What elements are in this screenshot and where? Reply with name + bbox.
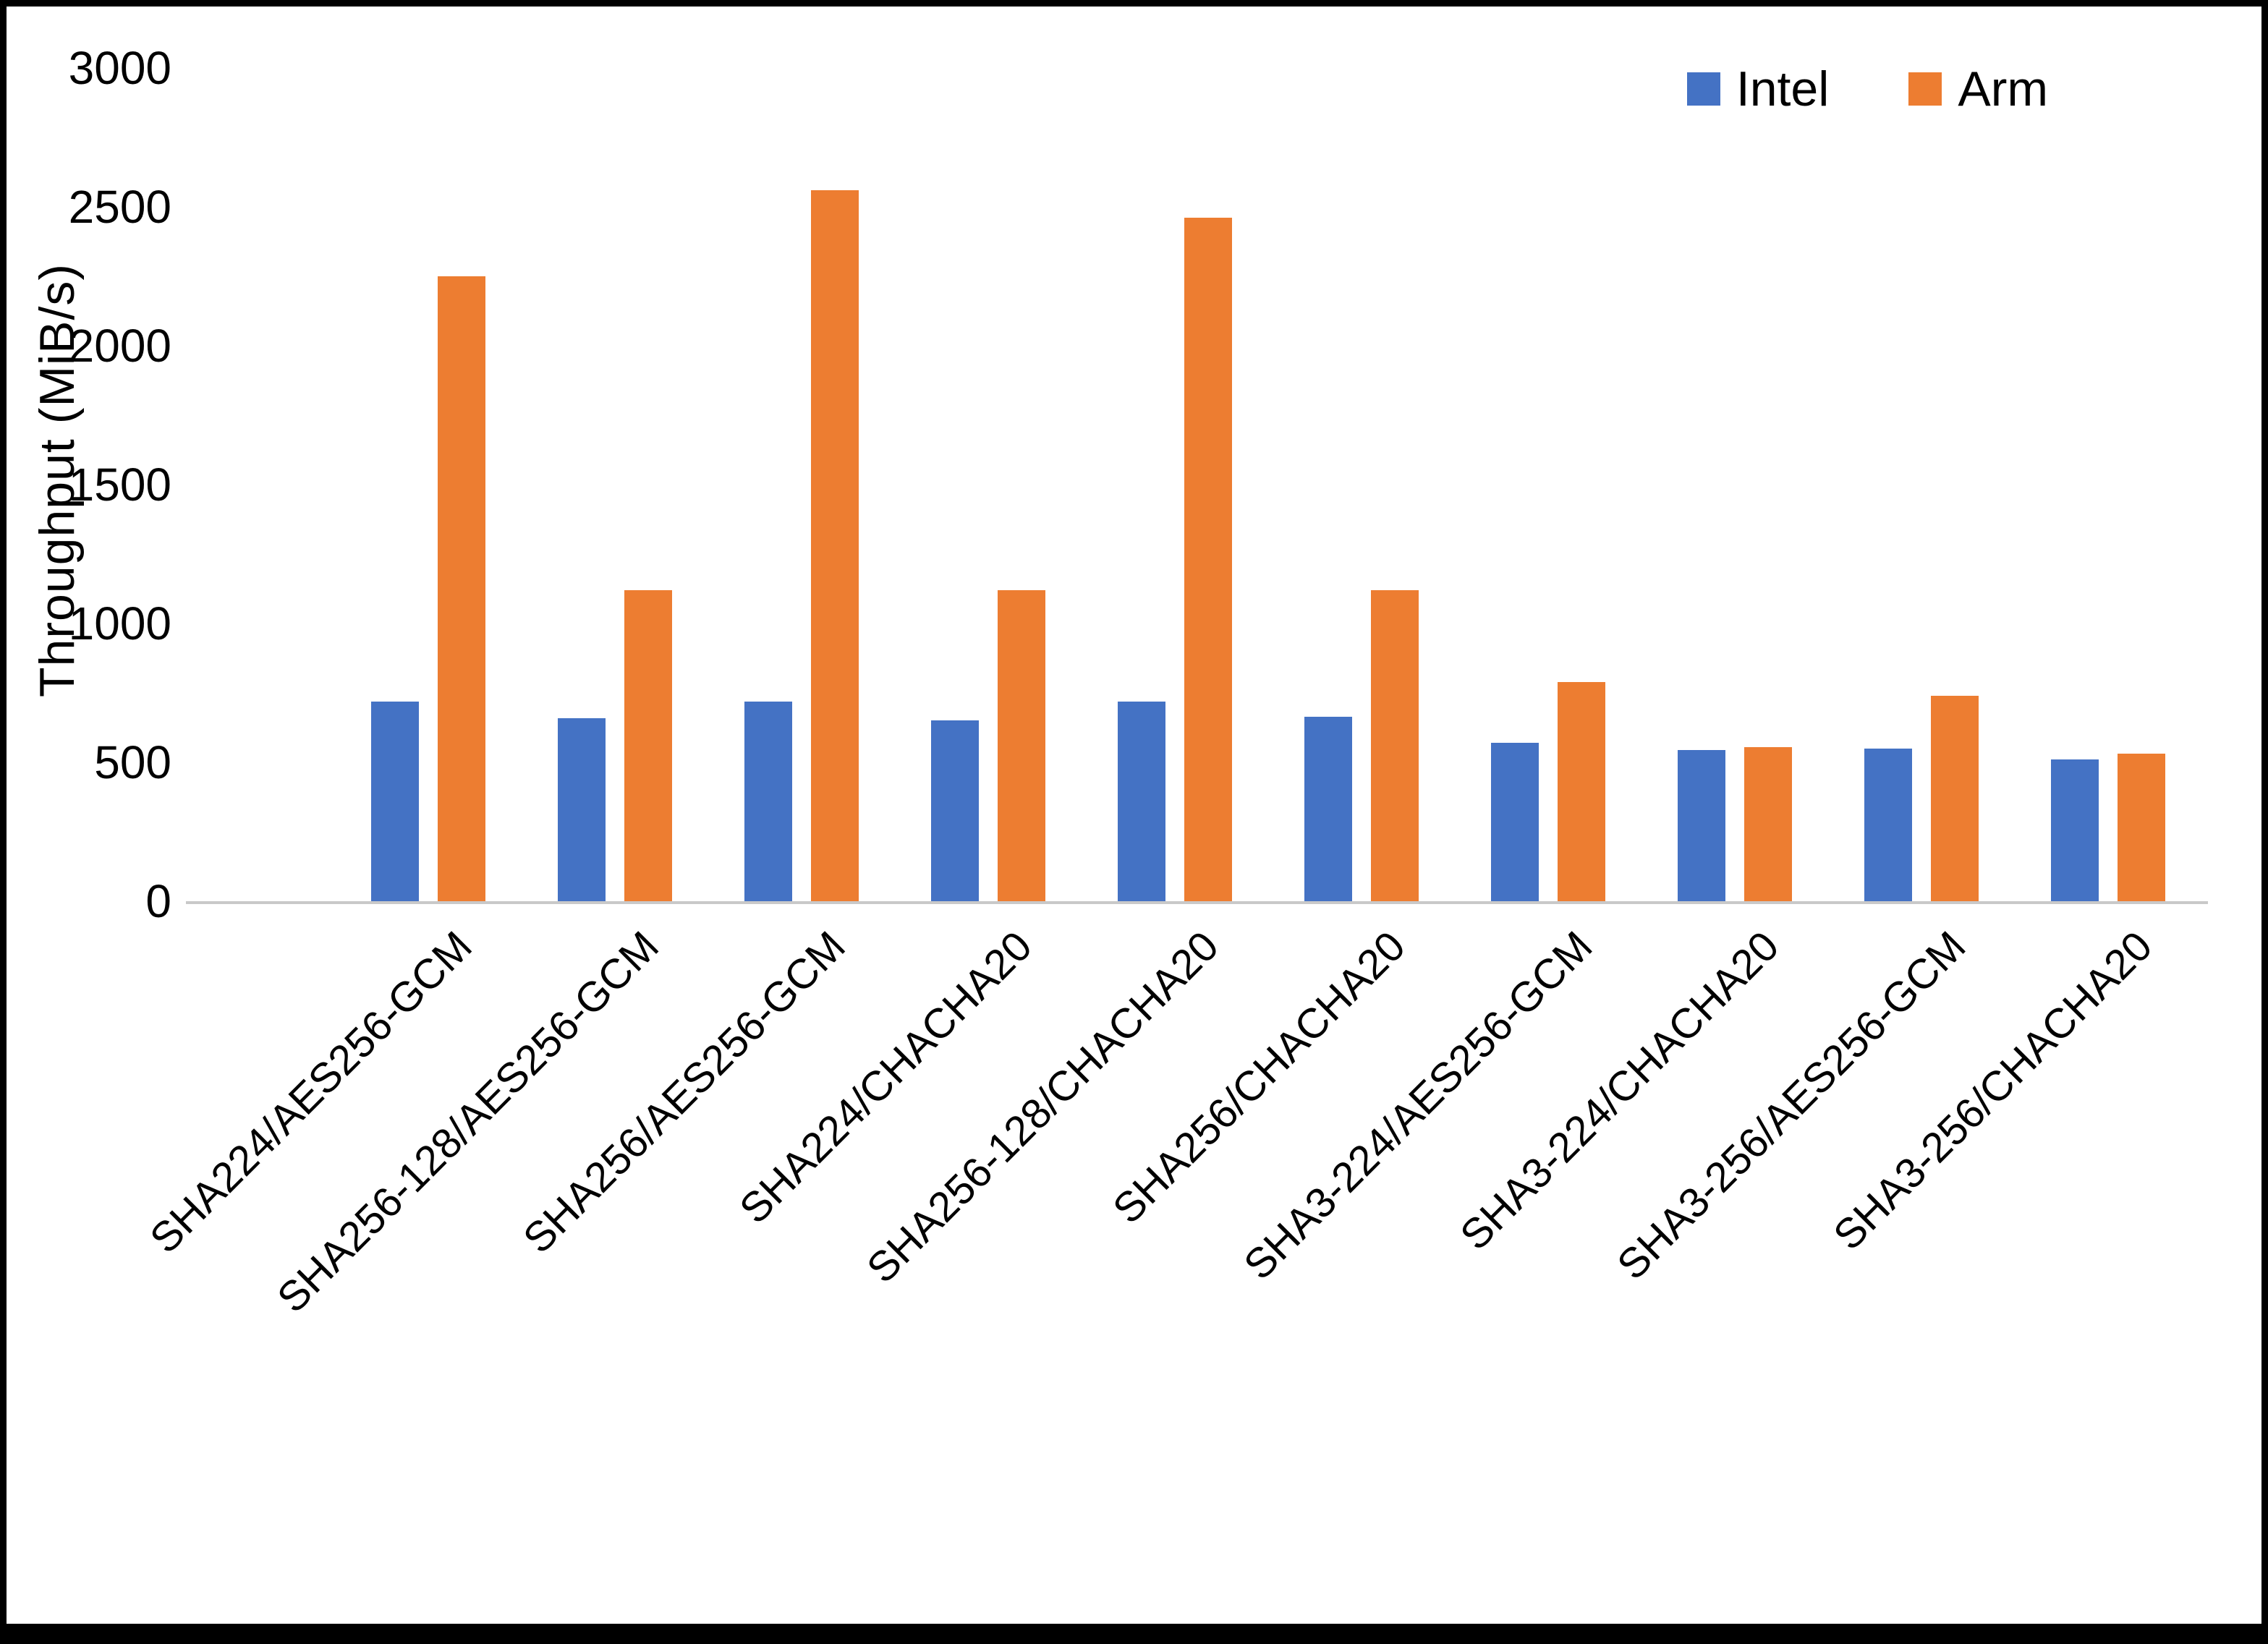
bar-arm	[1184, 218, 1232, 901]
x-category-label: SHA3-224/CHACHA20	[1451, 922, 1788, 1259]
y-tick-label: 2000	[68, 320, 171, 372]
x-category-label: SHA224/AES256-GCM	[141, 922, 482, 1263]
legend: Intel Arm	[1686, 61, 2048, 116]
bar-intel	[2051, 759, 2099, 901]
x-category-label: SHA3-224/AES256-GCM	[1234, 922, 1602, 1289]
bar-arm	[1371, 589, 1419, 901]
bar-intel	[931, 720, 979, 901]
bar-arm	[998, 589, 1045, 901]
bar-arm	[1931, 695, 1979, 901]
bar-arm	[1744, 746, 1792, 901]
bar-arm	[438, 276, 485, 901]
plot-area: SHA224/AES256-GCM SHA256-128/AES256-GCM SH…	[141, 68, 2208, 1321]
bar-intel	[1118, 701, 1165, 901]
bar-arm	[2118, 754, 2165, 901]
y-tick-label: 1000	[68, 597, 171, 649]
x-category-label: SHA256-128/CHACHA20	[858, 922, 1228, 1292]
bar-intel	[744, 701, 792, 901]
y-tick-label: 1500	[68, 459, 171, 511]
legend-label-arm: Arm	[1958, 61, 2048, 116]
bar-intel	[1864, 748, 1912, 901]
bar-intel	[558, 717, 606, 901]
bar-intel	[1491, 743, 1539, 901]
bar-intel	[1678, 749, 1725, 901]
x-category-label: SHA256/AES256-GCM	[514, 922, 855, 1263]
x-category-label: SHA256-128/AES256-GCM	[268, 922, 668, 1322]
x-category-label: SHA3-256/CHACHA20	[1824, 922, 2162, 1259]
y-tick-label: 3000	[68, 42, 171, 94]
legend-swatch-arm	[1908, 72, 1942, 106]
bar-arm	[1558, 681, 1605, 901]
bar-intel	[371, 701, 419, 901]
legend-swatch-intel	[1686, 72, 1720, 106]
legend-item-arm: Arm	[1908, 63, 2048, 115]
y-tick-label: 0	[145, 875, 171, 927]
legend-item-intel: Intel	[1686, 61, 1830, 116]
bar-intel	[1304, 716, 1352, 901]
x-category-label: SHA3-256/AES256-GCM	[1607, 922, 1975, 1289]
legend-label-intel: Intel	[1736, 61, 1830, 116]
bar-arm	[624, 589, 672, 901]
y-tick-label: 500	[94, 736, 171, 788]
y-axis-tick-labels: 0 500 1000 1500 2000 2500 3000	[7, 42, 171, 927]
y-tick-label: 2500	[68, 181, 171, 233]
bar-arm	[811, 189, 859, 901]
